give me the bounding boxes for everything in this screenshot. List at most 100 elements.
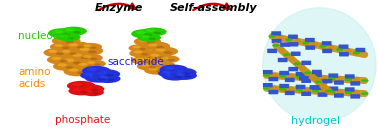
Circle shape [149,37,156,40]
FancyBboxPatch shape [305,45,315,50]
Text: amino
acids: amino acids [18,67,51,89]
Circle shape [150,61,175,69]
Circle shape [162,71,171,74]
Circle shape [90,58,98,60]
Circle shape [62,33,70,36]
Circle shape [319,45,327,48]
FancyBboxPatch shape [312,86,322,90]
Circle shape [77,71,85,74]
FancyBboxPatch shape [291,52,301,56]
Circle shape [90,75,99,78]
Circle shape [90,47,97,49]
Circle shape [345,91,352,94]
FancyBboxPatch shape [263,83,273,87]
Circle shape [150,54,160,57]
Circle shape [79,47,90,51]
Circle shape [177,73,185,76]
Circle shape [65,28,74,31]
Circle shape [268,35,276,38]
FancyBboxPatch shape [334,80,344,85]
Circle shape [68,87,94,95]
Circle shape [162,65,169,67]
Circle shape [64,58,74,62]
Circle shape [304,72,311,74]
FancyBboxPatch shape [318,92,327,97]
Circle shape [85,90,93,93]
FancyBboxPatch shape [288,67,298,71]
Circle shape [67,81,96,91]
Circle shape [169,73,177,76]
Circle shape [64,67,91,76]
Circle shape [60,34,69,37]
Circle shape [82,66,111,76]
Circle shape [52,36,81,46]
Circle shape [138,34,161,42]
Text: saccharide: saccharide [108,57,164,67]
Circle shape [79,54,103,62]
FancyBboxPatch shape [350,94,360,99]
FancyBboxPatch shape [322,79,332,83]
Circle shape [83,60,106,68]
Circle shape [56,52,64,55]
Circle shape [85,73,93,76]
Circle shape [162,72,188,81]
FancyBboxPatch shape [328,86,338,91]
Circle shape [153,32,161,34]
FancyBboxPatch shape [271,31,281,36]
Circle shape [96,71,107,74]
Circle shape [296,89,303,91]
Circle shape [166,73,176,76]
Circle shape [132,46,140,48]
Circle shape [285,38,293,41]
Circle shape [53,30,63,33]
Circle shape [68,68,78,72]
Circle shape [67,37,75,39]
Circle shape [325,90,333,92]
Text: Enzyme: Enzyme [95,3,143,13]
Circle shape [94,64,101,66]
Circle shape [174,76,182,79]
Circle shape [62,47,69,49]
Circle shape [263,87,270,90]
FancyBboxPatch shape [345,87,355,92]
Circle shape [81,91,88,93]
FancyBboxPatch shape [267,49,277,53]
Circle shape [129,49,154,58]
Circle shape [62,50,71,53]
Circle shape [92,92,99,95]
FancyBboxPatch shape [285,78,295,82]
Circle shape [283,53,290,56]
Circle shape [296,76,303,78]
Circle shape [73,88,82,91]
FancyBboxPatch shape [339,52,349,56]
FancyBboxPatch shape [318,79,327,84]
Circle shape [56,33,81,41]
Circle shape [81,86,89,89]
Circle shape [134,51,143,54]
FancyBboxPatch shape [339,44,349,49]
Circle shape [361,79,369,82]
Circle shape [174,69,183,73]
Circle shape [69,52,77,55]
Circle shape [52,57,61,60]
Text: hydrogel: hydrogel [291,116,340,126]
Circle shape [90,89,98,92]
Circle shape [158,56,166,59]
Circle shape [147,41,155,44]
Circle shape [182,72,190,75]
Circle shape [149,66,156,69]
Circle shape [58,48,82,57]
Circle shape [81,88,104,96]
Circle shape [184,75,191,78]
Circle shape [92,75,99,78]
FancyBboxPatch shape [305,38,315,42]
Circle shape [82,86,91,89]
Circle shape [87,61,95,64]
Circle shape [131,29,158,38]
Circle shape [302,42,310,44]
Circle shape [164,51,172,54]
Circle shape [54,44,63,47]
Circle shape [73,31,81,34]
Circle shape [173,69,182,72]
FancyBboxPatch shape [345,74,355,79]
